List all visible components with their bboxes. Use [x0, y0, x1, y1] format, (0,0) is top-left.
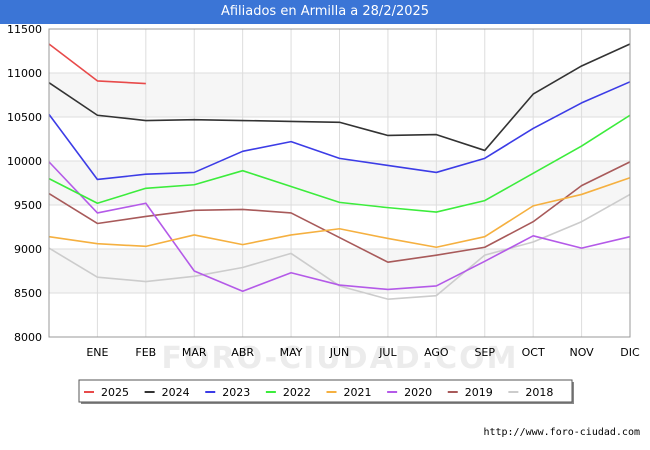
legend-label: 2020	[404, 386, 432, 399]
x-axis-ticks: ENE FEB MAR ABR MAY JUN JUL AGO SEP OCT NOV DIC	[86, 346, 640, 359]
legend-label: 2019	[465, 386, 493, 399]
series-line-2020	[48, 161, 631, 293]
y-tick-label: 9000	[14, 243, 42, 256]
chart-title: Afiliados en Armilla a 28/2/2025	[0, 0, 650, 24]
y-tick-label: 11500	[7, 23, 42, 36]
legend-box	[78, 379, 573, 403]
legend-label: 2023	[222, 386, 250, 399]
series-lines	[48, 43, 631, 300]
x-tick-label: SEP	[474, 346, 495, 359]
series-line-2023	[48, 81, 631, 181]
x-tick-label: NOV	[569, 346, 594, 359]
source-url: http://www.foro-ciudad.com	[483, 427, 640, 438]
legend-label: 2018	[525, 386, 553, 399]
y-tick-label: 10000	[7, 155, 42, 168]
x-tick-label: DIC	[620, 346, 640, 359]
legend-label: 2022	[283, 386, 311, 399]
y-tick-label: 8000	[14, 331, 42, 344]
y-tick-label: 9500	[14, 199, 42, 212]
x-tick-label: ABR	[231, 346, 254, 359]
series-line-2025	[48, 43, 146, 85]
legend-label: 2024	[162, 386, 190, 399]
y-tick-label: 11000	[7, 67, 42, 80]
legend-label: 2021	[344, 386, 372, 399]
x-tick-label: MAR	[182, 346, 207, 359]
x-tick-label: FEB	[135, 346, 156, 359]
series-line-2021	[48, 176, 631, 249]
x-tick-label: AGO	[424, 346, 449, 359]
series-line-2024	[48, 43, 631, 152]
legend: 2025 2024 2023 2022 2021 2020 2019 2018	[78, 379, 574, 404]
x-tick-label: MAY	[280, 346, 303, 359]
x-tick-label: OCT	[522, 346, 545, 359]
watermark: FORO-CIUDAD.COM	[162, 341, 519, 376]
x-tick-label: ENE	[86, 346, 108, 359]
y-tick-label: 10500	[7, 111, 42, 124]
y-tick-label: 8500	[14, 287, 42, 300]
legend-label: 2025	[101, 386, 129, 399]
plot-frame	[48, 28, 631, 338]
series-line-2019	[48, 161, 631, 264]
x-tick-label: JUL	[378, 346, 397, 359]
y-axis-ticks: 8000 8500 9000 9500 10000 10500 11000 11500	[7, 23, 42, 344]
series-line-2018	[48, 193, 631, 300]
series-line-2022	[48, 114, 631, 213]
x-tick-label: JUN	[329, 346, 350, 359]
